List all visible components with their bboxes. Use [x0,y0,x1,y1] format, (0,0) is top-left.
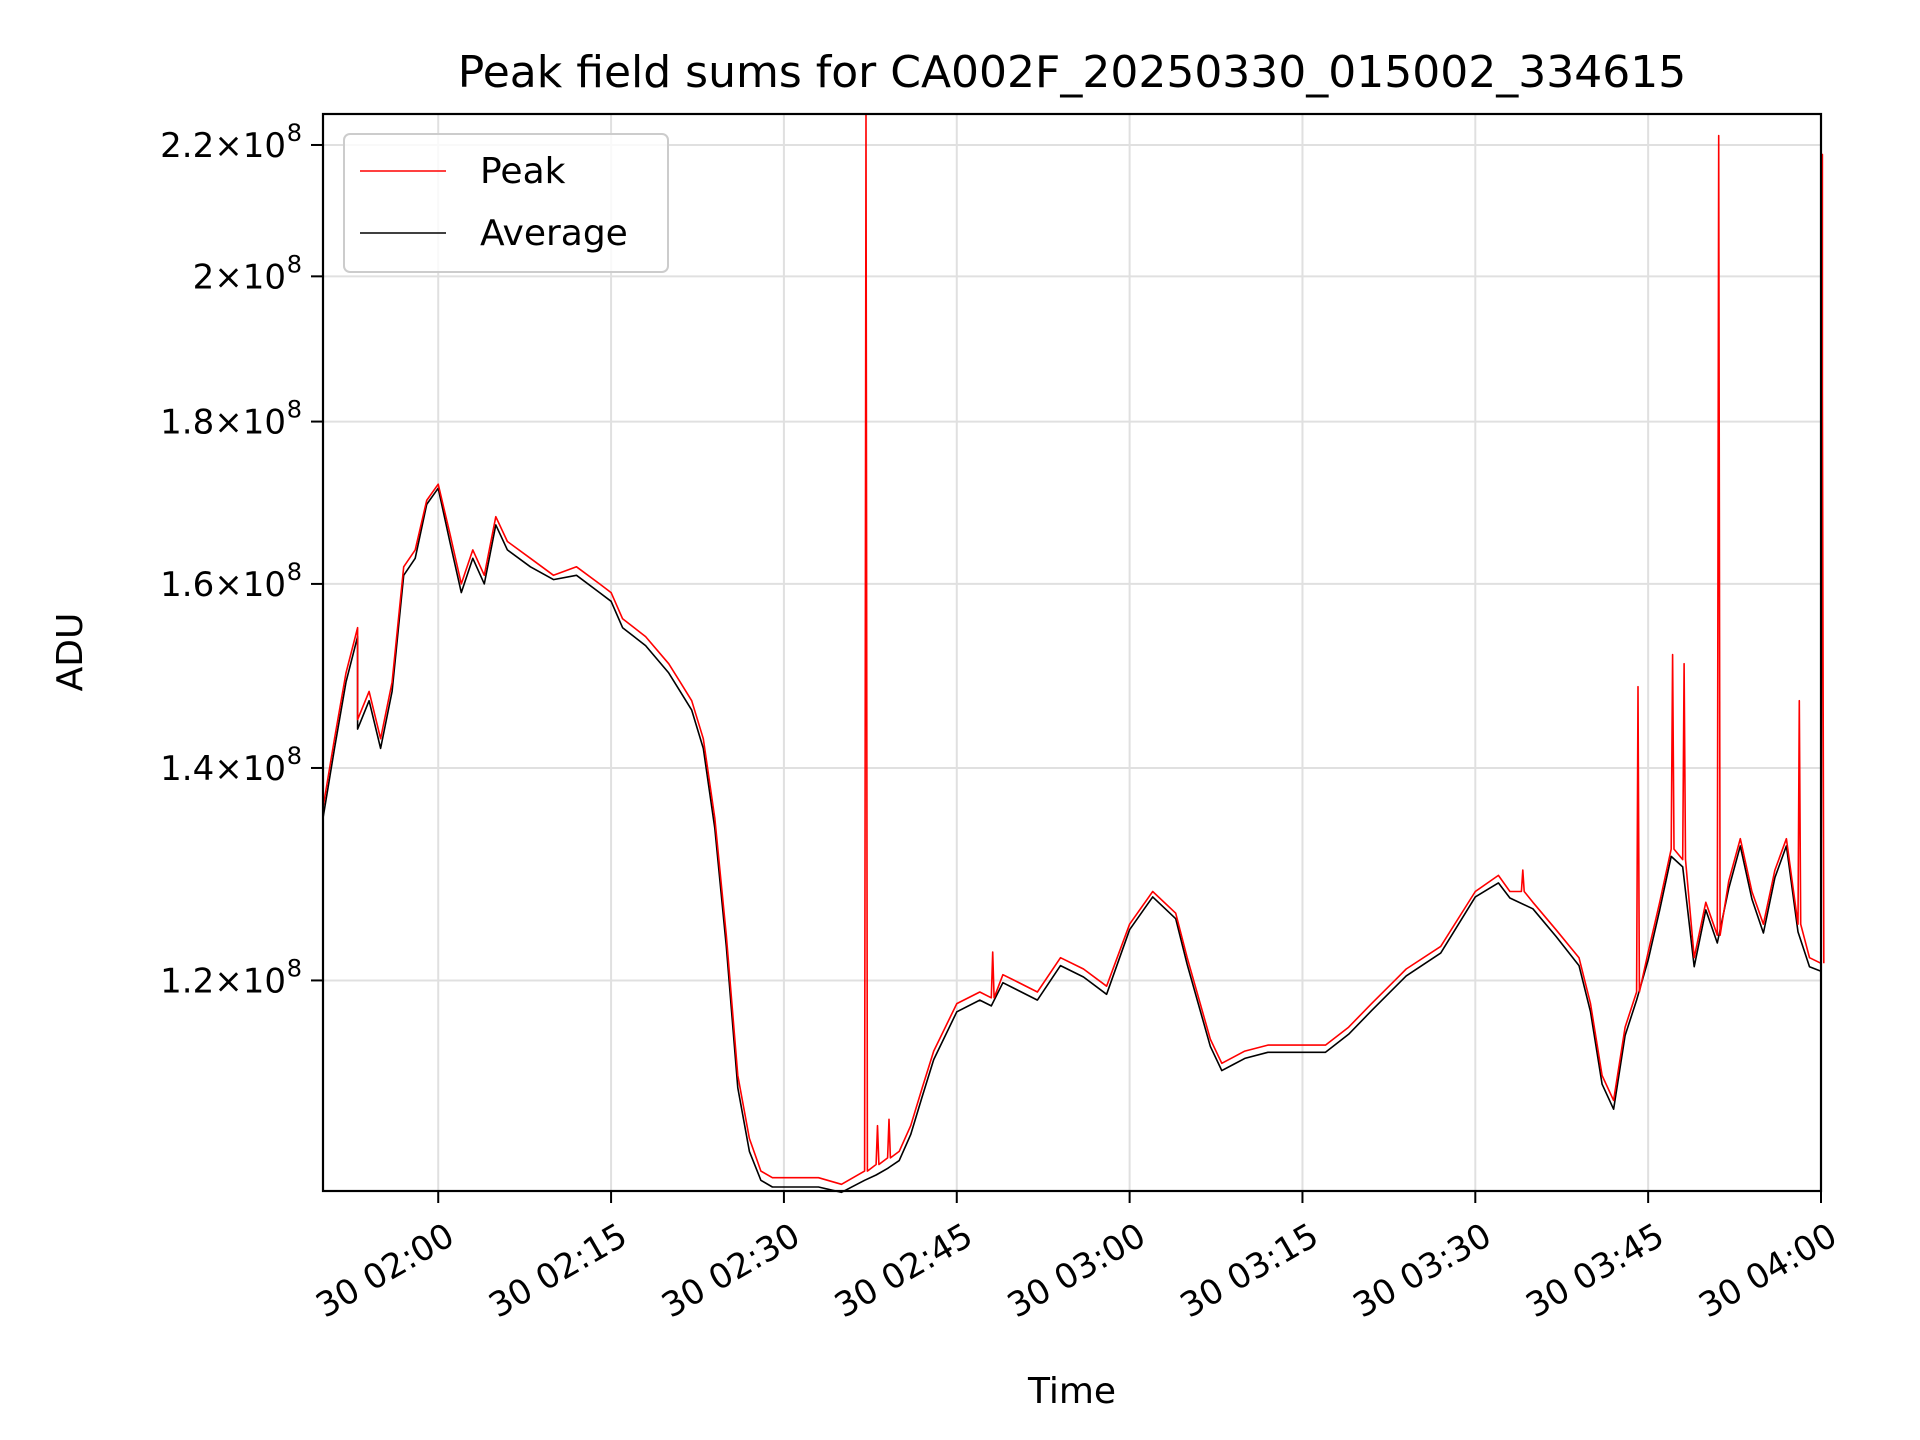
y-tick-label: 2.2×10 [160,126,286,166]
y-tick-exponent: 8 [287,558,302,586]
y-tick-label: 1.6×10 [160,565,286,605]
y-tick-label: 1.2×10 [160,961,286,1001]
legend-label-average: Average [480,213,628,254]
legend-label-peak: Peak [480,151,566,192]
y-tick-exponent: 8 [287,742,302,770]
x-axis-label: Time [1027,1371,1116,1412]
plot-lines [322,113,1825,1194]
chart-title: Peak field sums for CA002F_20250330_0150… [458,47,1686,98]
y-tick-label: 1.8×10 [160,403,286,443]
y-tick-exponent: 8 [287,119,302,147]
y-tick-exponent: 8 [287,954,302,982]
series-line-peak [322,113,1825,1186]
y-axis-label: ADU [50,613,91,692]
y-tick-exponent: 8 [287,250,302,278]
y-tick-exponent: 8 [287,396,302,424]
legend: Peak Average [343,133,669,273]
legend-box [343,133,669,273]
plot-frame [321,112,1823,1193]
series-line-average [322,487,1822,1194]
y-tick-label: 1.4×10 [160,749,286,789]
y-tick-label: 2×10 [193,257,286,297]
